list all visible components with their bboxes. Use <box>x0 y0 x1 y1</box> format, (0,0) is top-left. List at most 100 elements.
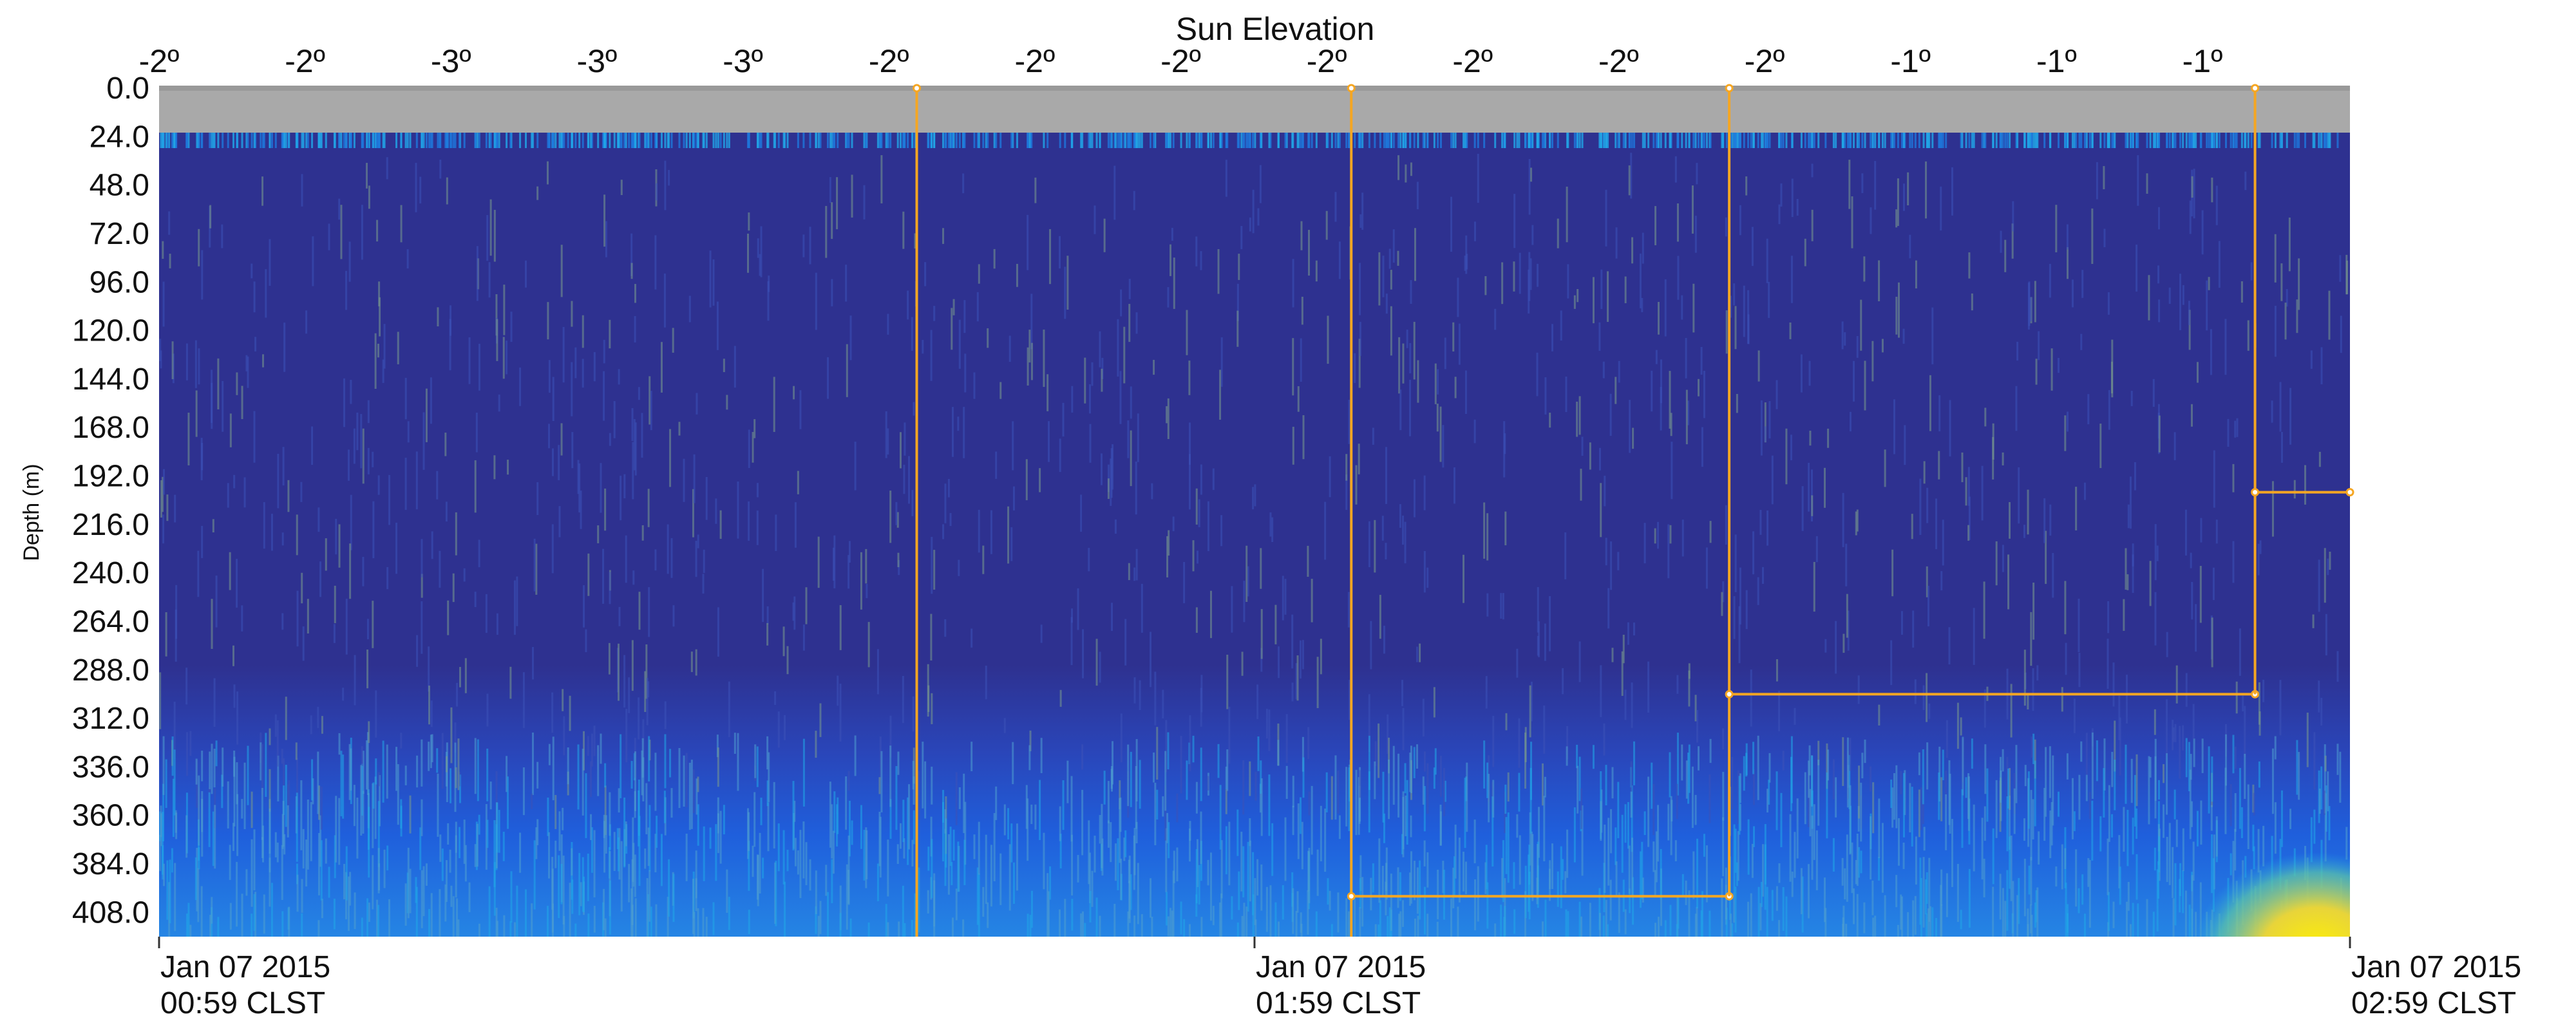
deep-echo-streak <box>1696 906 1698 937</box>
surface-echo <box>1524 133 1527 149</box>
deep-echo-streak <box>1331 924 1333 937</box>
surface-echo <box>2189 133 2192 149</box>
surface-echo <box>437 133 439 149</box>
surface-echo <box>1027 133 1029 149</box>
echo-streak <box>388 474 391 525</box>
echo-streak <box>815 272 817 330</box>
surface-echo <box>1909 133 1911 149</box>
echo-streak <box>669 429 672 487</box>
deep-echo-streak <box>509 921 512 937</box>
echo-streak <box>1260 648 1263 672</box>
echo-streak <box>756 483 759 498</box>
deep-echo-streak <box>878 811 881 866</box>
deep-echo-streak <box>1457 906 1459 937</box>
echo-streak <box>1292 259 1294 308</box>
echo-streak <box>1624 276 1627 304</box>
surface-echo <box>1811 133 1814 149</box>
deep-echo-streak <box>569 883 571 937</box>
echo-streak <box>548 424 551 449</box>
deep-echo-streak <box>1130 751 1132 807</box>
echo-streak <box>1811 209 1814 241</box>
echo-streak <box>531 793 533 809</box>
surface-echo <box>1890 133 1893 149</box>
deep-echo-streak <box>1631 838 1634 897</box>
surface-echo <box>548 133 551 149</box>
echo-streak <box>1089 424 1092 463</box>
echo-streak <box>2310 350 2313 369</box>
echo-streak <box>474 460 477 513</box>
deep-echo-streak <box>650 906 652 937</box>
echo-streak <box>439 160 442 179</box>
deep-echo-streak <box>927 847 930 871</box>
echo-streak <box>1119 371 1122 424</box>
echo-streak <box>1046 374 1049 411</box>
echo-streak <box>1752 531 1755 575</box>
surface-echo <box>493 133 496 149</box>
deep-echo-streak <box>2009 795 2011 850</box>
deep-echo-streak <box>1925 879 1927 915</box>
echo-streak <box>2257 543 2260 576</box>
deep-echo-streak <box>395 747 398 791</box>
echo-streak <box>175 585 178 639</box>
deep-echo-streak <box>171 848 173 873</box>
echo-streak <box>1007 506 1010 564</box>
echo-streak <box>646 678 649 726</box>
echo-streak <box>1630 761 1633 792</box>
echo-streak <box>254 337 257 351</box>
echo-streak <box>1929 375 1931 431</box>
echo-streak <box>251 263 253 279</box>
surface-echo <box>2313 133 2316 149</box>
echo-streak <box>931 693 933 724</box>
echo-streak <box>1796 198 1799 216</box>
surface-echo <box>1768 133 1771 149</box>
deep-echo-streak <box>1922 749 1924 805</box>
surface-echo <box>2212 133 2215 149</box>
deep-echo-streak <box>1172 870 1175 937</box>
echo-streak <box>1220 515 1223 547</box>
deep-echo-streak <box>439 889 441 937</box>
surface-echo <box>2043 133 2046 149</box>
surface-echo <box>819 133 822 149</box>
deep-echo-streak <box>1857 806 1860 832</box>
echo-streak <box>1671 442 1673 500</box>
echo-streak <box>860 552 862 610</box>
deep-echo-streak <box>578 853 581 915</box>
deep-echo-streak <box>1633 741 1635 785</box>
deep-echo-streak <box>605 815 607 854</box>
deep-echo-streak <box>522 767 525 816</box>
echo-streak <box>569 695 571 731</box>
echo-streak <box>1940 571 1943 591</box>
deep-echo-streak <box>1733 824 1736 894</box>
deep-echo-streak <box>1228 821 1231 886</box>
deep-echo-streak <box>2196 810 2199 847</box>
echo-streak <box>2071 279 2074 308</box>
top-axis-labels: -2º -2º -3º -3º -3º -2º -2º -2º -2º -2º -2º -2º -1º -… <box>139 43 2223 79</box>
deep-echo-streak <box>963 773 965 834</box>
deep-echo-streak <box>1133 915 1136 937</box>
echo-streak <box>531 647 534 680</box>
echo-streak <box>296 758 298 807</box>
echo-streak <box>558 506 561 538</box>
surface-echo <box>848 133 850 149</box>
echo-streak <box>1863 256 1866 282</box>
echo-streak <box>1292 338 1294 396</box>
deep-echo-streak <box>1295 911 1298 937</box>
deep-echo-streak <box>1012 862 1015 904</box>
echo-streak <box>964 353 967 393</box>
deep-echo-streak <box>1951 819 1953 887</box>
y-tick-label: 216.0 <box>72 508 149 542</box>
echo-streak <box>1696 163 1698 185</box>
echo-streak <box>2250 262 2253 281</box>
deep-echo-streak <box>282 801 285 847</box>
deep-echo-streak <box>1130 874 1132 910</box>
echo-streak <box>2329 551 2331 570</box>
deep-echo-streak <box>1277 740 1280 766</box>
surface-echo <box>1938 133 1940 149</box>
deep-echo-streak <box>2148 756 2150 825</box>
echo-streak <box>593 351 596 382</box>
echo-streak <box>1660 359 1662 404</box>
surface-echo <box>1141 133 1143 149</box>
annotation-vertex <box>1725 84 1734 93</box>
echo-streak <box>1764 426 1766 442</box>
surface-echo <box>1423 133 1426 149</box>
